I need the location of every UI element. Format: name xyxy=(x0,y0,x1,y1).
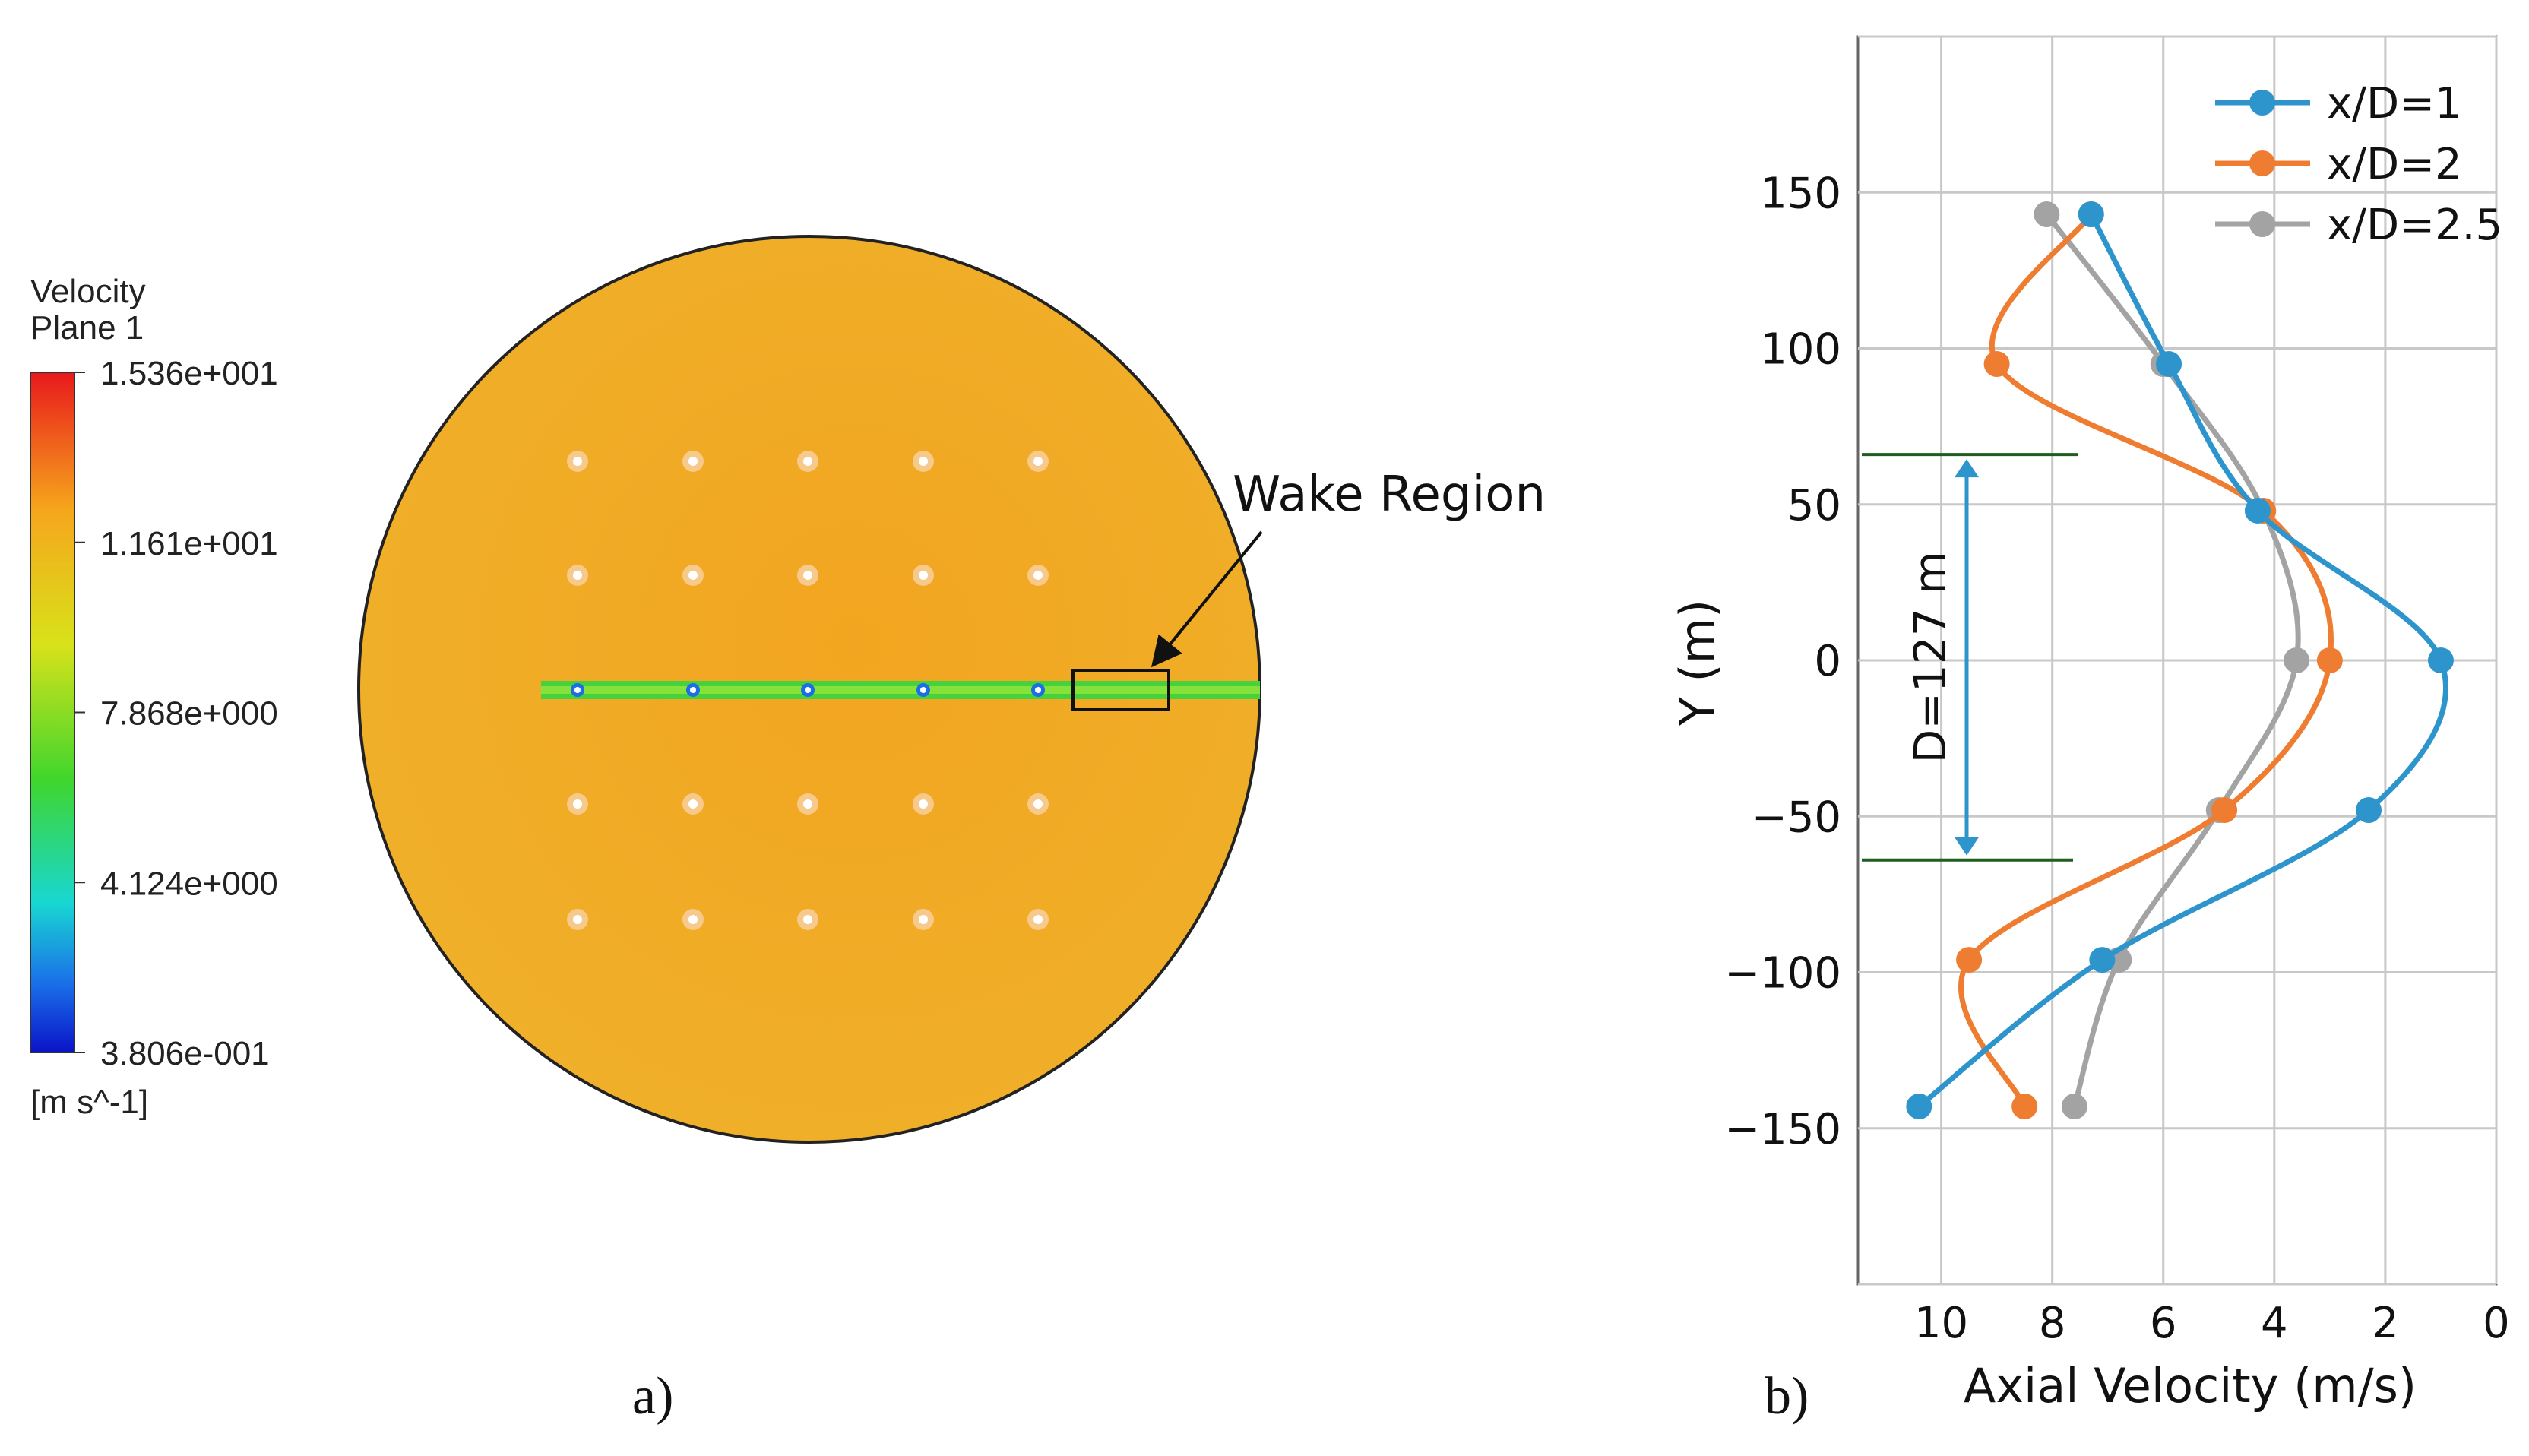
turbine-marker xyxy=(1033,457,1043,466)
turbine-marker xyxy=(688,799,698,809)
x-tick-labels: 10 8 6 4 2 0 xyxy=(1914,1299,2510,1348)
turbine-marker xyxy=(919,457,928,466)
legend-label: x/D=1 xyxy=(2327,79,2462,128)
x-tick-label: 0 xyxy=(2483,1299,2510,1348)
y-tick-label: −100 xyxy=(1724,949,1841,999)
turbine-marker xyxy=(1033,799,1043,809)
series-point-x/D=1 xyxy=(2078,201,2104,227)
series-point-x/D=1 xyxy=(2089,947,2116,973)
wake-turbines xyxy=(571,683,1045,697)
y-tick-label: 0 xyxy=(1814,637,1841,686)
turbine-dots xyxy=(567,451,1049,930)
turbine-marker xyxy=(688,457,698,466)
colorbar-gradient xyxy=(30,372,75,1053)
wake-region-box xyxy=(1071,669,1170,711)
axial-velocity-chart: 10 8 6 4 2 0 150 100 50 0 −50 −100 −150 D=127 m x/D… xyxy=(1670,35,2510,1413)
turbine-marker xyxy=(803,799,812,809)
panel-b-label: b) xyxy=(1765,1367,1809,1426)
legend-marker xyxy=(2249,90,2275,116)
x-axis-title: Axial Velocity (m/s) xyxy=(1964,1358,2417,1413)
turbine-marker xyxy=(690,687,696,693)
series-point-x/D=1 xyxy=(2156,351,2182,378)
chart-grid xyxy=(1856,35,2498,1286)
turbine-marker xyxy=(1035,687,1041,693)
diameter-label: D=127 m xyxy=(1904,551,1956,763)
series-point-x/D=2.5 xyxy=(2034,201,2060,227)
colorbar-tick-label: 1.536e+001 xyxy=(100,355,278,392)
colorbar-subtitle: Plane 1 xyxy=(30,309,144,347)
turbine-marker xyxy=(805,687,811,693)
chart-legend: x/D=1 x/D=2 x/D=2.5 xyxy=(2215,79,2502,250)
legend-label: x/D=2.5 xyxy=(2327,201,2502,250)
turbine-marker xyxy=(803,915,812,924)
colorbar-title: Velocity xyxy=(30,273,146,310)
turbine-marker xyxy=(574,687,581,693)
wake-region-arrow xyxy=(1151,530,1263,668)
y-tick-label: 50 xyxy=(1787,481,1841,530)
series-point-x/D=1 xyxy=(2427,647,2454,673)
x-tick-label: 4 xyxy=(2261,1299,2288,1348)
turbine-marker xyxy=(803,457,812,466)
y-axis-title: Y (m) xyxy=(1670,600,1725,726)
series-point-x/D=2.5 xyxy=(2284,647,2310,673)
velocity-field: Wake Region xyxy=(357,235,1546,1144)
turbine-marker xyxy=(803,571,812,580)
legend-label: x/D=2 xyxy=(2327,140,2462,189)
diameter-arrow-head-up xyxy=(1955,459,1979,478)
diameter-arrow-head-down xyxy=(1955,837,1979,856)
x-tick-label: 10 xyxy=(1914,1299,1968,1348)
x-tick-label: 8 xyxy=(2039,1299,2066,1348)
turbine-marker xyxy=(688,571,698,580)
colorbar: Velocity Plane 1 1.536e+001 1.161e+001 7.8… xyxy=(30,273,278,1121)
turbine-marker xyxy=(919,799,928,809)
y-tick-label: −150 xyxy=(1724,1105,1841,1154)
colorbar-tick-label: 3.806e-001 xyxy=(100,1035,270,1072)
series-point-x/D=1 xyxy=(2244,497,2271,524)
chart-series xyxy=(1906,201,2454,1120)
turbine-marker xyxy=(1033,915,1043,924)
series-point-x/D=1 xyxy=(1906,1094,1932,1120)
series-point-x/D=2 xyxy=(1956,947,1983,973)
y-tick-labels: 150 100 50 0 −50 −100 −150 xyxy=(1724,169,1841,1154)
legend-marker xyxy=(2249,150,2275,176)
turbine-marker xyxy=(919,571,928,580)
colorbar-units: [m s^-1] xyxy=(30,1084,148,1121)
y-tick-label: 100 xyxy=(1760,325,1841,375)
panel-a-label: a) xyxy=(632,1367,673,1426)
series-point-x/D=1 xyxy=(2356,797,2382,824)
y-tick-label: −50 xyxy=(1752,793,1841,842)
colorbar-tick-label: 7.868e+000 xyxy=(100,695,278,733)
series-point-x/D=2.5 xyxy=(2061,1094,2087,1120)
series-point-x/D=2 xyxy=(2011,1094,2038,1120)
turbine-marker xyxy=(573,799,582,809)
turbine-marker xyxy=(573,915,582,924)
turbine-marker xyxy=(688,915,698,924)
series-point-x/D=2 xyxy=(2211,797,2238,824)
turbine-marker xyxy=(920,687,926,693)
y-tick-label: 150 xyxy=(1760,169,1841,218)
x-tick-label: 2 xyxy=(2372,1299,2399,1348)
turbine-marker xyxy=(1033,571,1043,580)
turbine-marker xyxy=(573,457,582,466)
turbine-marker xyxy=(573,571,582,580)
series-point-x/D=2 xyxy=(1983,351,2010,378)
x-tick-label: 6 xyxy=(2150,1299,2177,1348)
wake-region-label: Wake Region xyxy=(1233,467,1546,523)
colorbar-ticks: 1.536e+001 1.161e+001 7.868e+000 4.124e+000… xyxy=(74,355,278,1072)
wake-core xyxy=(541,686,1260,694)
diameter-marker: D=127 m xyxy=(1862,453,2078,862)
colorbar-tick-label: 1.161e+001 xyxy=(100,525,278,562)
series-point-x/D=2 xyxy=(2316,647,2343,673)
legend-marker xyxy=(2249,211,2275,237)
turbine-marker xyxy=(919,915,928,924)
colorbar-tick-label: 4.124e+000 xyxy=(100,865,278,902)
